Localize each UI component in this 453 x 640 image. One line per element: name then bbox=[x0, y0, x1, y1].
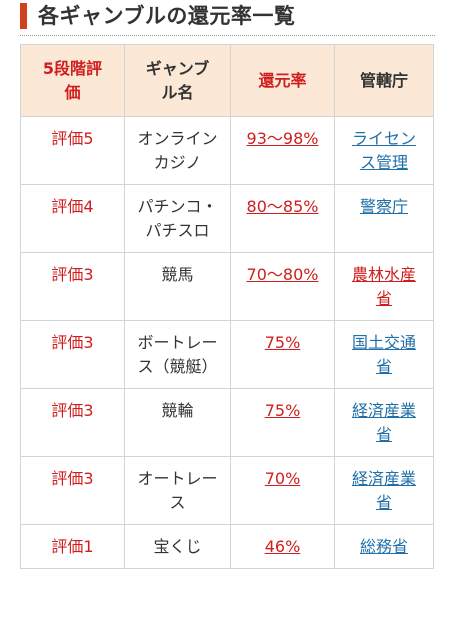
column-header-grade: 5段階評価 bbox=[20, 44, 125, 117]
agency-cell: 農林水産省 bbox=[334, 252, 434, 321]
table-body: 評価5 オンラインカジノ 93～98% ライセンス管理 評価4 パチンコ・パチス… bbox=[20, 116, 434, 569]
column-header-agency: 管轄庁 bbox=[334, 44, 434, 117]
rate-cell: 46% bbox=[230, 524, 335, 569]
agency-cell: 警察庁 bbox=[334, 184, 434, 253]
rate-link[interactable]: 75% bbox=[264, 333, 301, 352]
return-rate-table: 5段階評価 ギャンブル名 還元率 管轄庁 評価5 オンラインカジノ 93～98%… bbox=[20, 44, 434, 569]
agency-link[interactable]: 経済産業省 bbox=[351, 469, 416, 512]
rate-cell: 75% bbox=[230, 320, 335, 389]
table-row: 評価3 競馬 70～80% 農林水産省 bbox=[20, 252, 434, 321]
table-row: 評価1 宝くじ 46% 総務省 bbox=[20, 524, 434, 569]
table-row: 評価3 ボートレース（競艇） 75% 国土交通省 bbox=[20, 320, 434, 389]
rate-link[interactable]: 93～98% bbox=[246, 129, 319, 148]
grade-cell: 評価4 bbox=[20, 184, 125, 253]
rate-cell: 75% bbox=[230, 388, 335, 457]
column-header-rate: 還元率 bbox=[230, 44, 335, 117]
agency-link[interactable]: 経済産業省 bbox=[351, 401, 416, 444]
agency-cell: 総務省 bbox=[334, 524, 434, 569]
gamble-name-cell: オートレース bbox=[124, 456, 231, 525]
agency-link[interactable]: 警察庁 bbox=[359, 197, 408, 216]
rate-link[interactable]: 80～85% bbox=[246, 197, 319, 216]
gamble-name-cell: 競輪 bbox=[124, 388, 231, 457]
gamble-name-cell: ボートレース（競艇） bbox=[124, 320, 231, 389]
rate-cell: 70～80% bbox=[230, 252, 335, 321]
column-header-gamble: ギャンブル名 bbox=[124, 44, 231, 117]
agency-cell: 経済産業省 bbox=[334, 456, 434, 525]
grade-cell: 評価3 bbox=[20, 388, 125, 457]
table-header-row: 5段階評価 ギャンブル名 還元率 管轄庁 bbox=[20, 44, 434, 117]
page-title: 各ギャンブルの還元率一覧 bbox=[38, 4, 296, 28]
grade-cell: 評価3 bbox=[20, 252, 125, 321]
table-row: 評価3 競輪 75% 経済産業省 bbox=[20, 388, 434, 457]
gamble-name-cell: パチンコ・パチスロ bbox=[124, 184, 231, 253]
rate-link[interactable]: 70～80% bbox=[246, 265, 319, 284]
header-accent-bar bbox=[20, 3, 27, 29]
gamble-name-cell: 宝くじ bbox=[124, 524, 231, 569]
rate-cell: 70% bbox=[230, 456, 335, 525]
agency-cell: 国土交通省 bbox=[334, 320, 434, 389]
agency-cell: 経済産業省 bbox=[334, 388, 434, 457]
gamble-name-cell: 競馬 bbox=[124, 252, 231, 321]
grade-cell: 評価1 bbox=[20, 524, 125, 569]
grade-cell: 評価3 bbox=[20, 320, 125, 389]
table-row: 評価5 オンラインカジノ 93～98% ライセンス管理 bbox=[20, 116, 434, 185]
table-row: 評価3 オートレース 70% 経済産業省 bbox=[20, 456, 434, 525]
rate-cell: 93～98% bbox=[230, 116, 335, 185]
rate-link[interactable]: 46% bbox=[264, 537, 301, 556]
grade-cell: 評価3 bbox=[20, 456, 125, 525]
agency-link[interactable]: 国土交通省 bbox=[351, 333, 416, 376]
rate-cell: 80～85% bbox=[230, 184, 335, 253]
agency-link[interactable]: 農林水産省 bbox=[351, 265, 416, 308]
agency-link[interactable]: ライセンス管理 bbox=[351, 129, 416, 172]
agency-cell: ライセンス管理 bbox=[334, 116, 434, 185]
agency-link[interactable]: 総務省 bbox=[359, 537, 408, 556]
grade-cell: 評価5 bbox=[20, 116, 125, 185]
table-row: 評価4 パチンコ・パチスロ 80～85% 警察庁 bbox=[20, 184, 434, 253]
gamble-name-cell: オンラインカジノ bbox=[124, 116, 231, 185]
rate-link[interactable]: 70% bbox=[264, 469, 301, 488]
header-divider bbox=[20, 35, 435, 36]
section-header: 各ギャンブルの還元率一覧 bbox=[0, 0, 453, 36]
rate-link[interactable]: 75% bbox=[264, 401, 301, 420]
